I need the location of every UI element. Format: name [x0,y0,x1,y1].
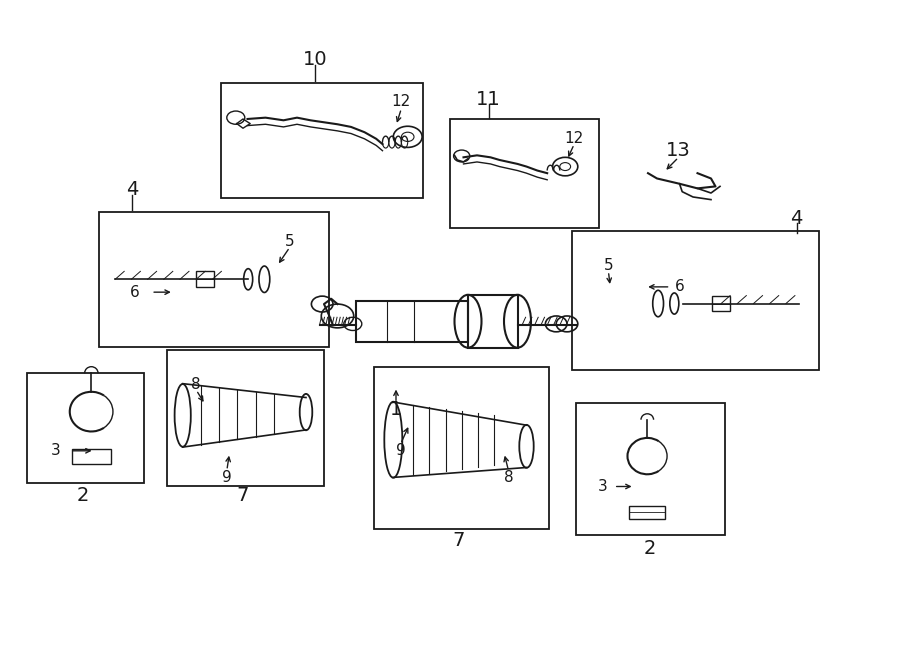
Bar [629,506,665,519]
Text: 9: 9 [222,470,231,485]
Text: 6: 6 [675,280,684,294]
Text: 8: 8 [192,377,201,392]
Text: 12: 12 [564,132,584,146]
Text: 8: 8 [504,470,513,485]
Bar [374,367,549,529]
Text: 5: 5 [604,258,613,273]
Bar [166,350,324,486]
Text: 4: 4 [790,209,803,227]
Text: 7: 7 [237,486,249,505]
Bar [356,301,468,342]
Text: 9: 9 [396,444,405,458]
Text: 13: 13 [666,141,691,159]
Text: 3: 3 [598,479,608,494]
Text: 6: 6 [130,285,140,299]
Text: 10: 10 [302,50,328,69]
Text: 2: 2 [644,539,656,558]
Text: 5: 5 [285,234,294,249]
Bar [99,212,328,347]
Text: 12: 12 [392,95,411,109]
Text: 7: 7 [453,531,465,550]
Text: 11: 11 [476,90,501,108]
Bar [712,295,730,311]
Bar [450,119,598,228]
Text: 1: 1 [390,401,402,419]
Bar [220,83,423,198]
Text: 4: 4 [126,180,139,199]
Text: 2: 2 [76,486,89,505]
Bar [572,231,819,370]
Text: 3: 3 [51,444,60,458]
Bar [72,449,112,464]
Bar [576,403,724,535]
Bar [27,373,144,483]
Bar [196,271,214,287]
Bar [468,295,518,348]
